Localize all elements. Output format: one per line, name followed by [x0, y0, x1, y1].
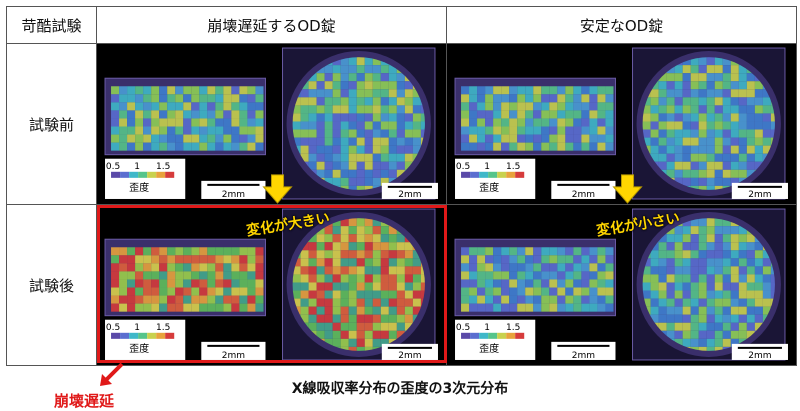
scale-label: 歪度: [479, 181, 499, 194]
panel-stable-before: 0.5 1 1.5 歪度 2mm 2mm: [446, 43, 797, 205]
scale-bar-label: 2mm: [748, 351, 772, 361]
scale-label: 歪度: [129, 181, 149, 194]
red-arrow-icon: [100, 362, 124, 386]
row-label-before: 試験前: [6, 43, 97, 205]
scale-tick-label: 0.5: [456, 323, 470, 333]
scale-bar-label: 2mm: [572, 190, 596, 200]
panel-stable-after: 0.5 1 1.5 歪度 2mm 2mm: [446, 204, 797, 366]
scale-bar-label: 2mm: [222, 190, 246, 200]
header-corner: 苛酷試験: [6, 6, 97, 44]
failure-label: 崩壊遅延: [54, 392, 115, 410]
scale-tick-label: 1.5: [506, 162, 520, 172]
header-col-unstable: 崩壊遅延するOD錠: [96, 6, 447, 44]
scale-bar-label: 2mm: [398, 190, 422, 200]
scale-tick-label: 0.5: [106, 162, 120, 172]
scale-bar-label: 2mm: [572, 351, 596, 361]
heatmap-svg: 0.5 1 1.5 歪度 2mm 2mm: [97, 205, 446, 365]
heatmap-svg: 0.5 1 1.5 歪度 2mm 2mm: [447, 44, 796, 204]
row-label-after: 試験後: [6, 204, 97, 366]
scale-tick-label: 1.5: [506, 323, 520, 333]
heatmap-svg: 0.5 1 1.5 歪度 2mm 2mm: [97, 44, 446, 204]
heatmap-svg: 0.5 1 1.5 歪度 2mm 2mm: [447, 205, 796, 365]
panel-unstable-after: 0.5 1 1.5 歪度 2mm 2mm: [96, 204, 447, 366]
scale-tick-label: 1: [134, 162, 140, 172]
scale-tick-label: 0.5: [106, 323, 120, 333]
comparison-table: 苛酷試験 崩壊遅延するOD錠 安定なOD錠 試験前 0.5 1 1.5 歪度 2mm 2m…: [6, 6, 797, 366]
scale-label: 歪度: [479, 342, 499, 355]
scale-tick-label: 1.5: [156, 323, 170, 333]
scale-tick-label: 1: [484, 162, 490, 172]
panel-unstable-before: 0.5 1 1.5 歪度 2mm 2mm: [96, 43, 447, 205]
scale-bar-label: 2mm: [748, 190, 772, 200]
scale-tick-label: 1.5: [156, 162, 170, 172]
scale-bar-label: 2mm: [222, 351, 246, 361]
scale-label: 歪度: [129, 342, 149, 355]
scale-tick-label: 1: [484, 323, 490, 333]
figure-caption: X線吸収率分布の歪度の3次元分布: [291, 381, 509, 397]
scale-tick-label: 1: [134, 323, 140, 333]
scale-tick-label: 0.5: [456, 162, 470, 172]
scale-bar-label: 2mm: [398, 351, 422, 361]
header-col-stable: 安定なOD錠: [446, 6, 797, 44]
